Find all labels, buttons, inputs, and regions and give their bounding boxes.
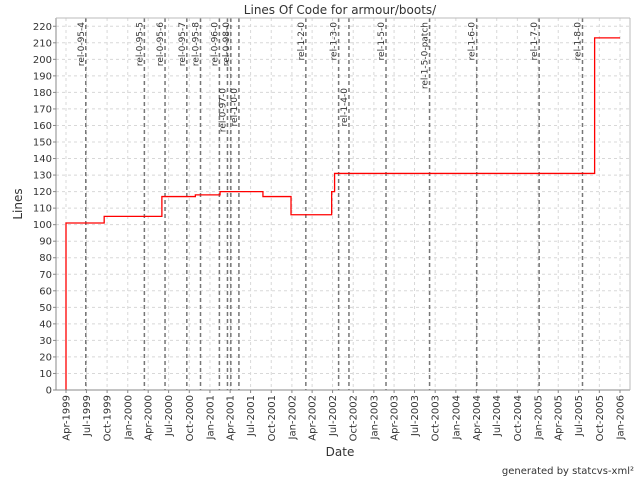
release-marker-label: rel-1-0-0 (230, 88, 240, 127)
y-axis-label: Lines (11, 188, 25, 219)
y-tick-label: 150 (33, 138, 52, 149)
y-tick-label: 220 (33, 22, 52, 33)
footer-credit: generated by statcvs-xml² (502, 466, 634, 477)
release-marker-label: rel-0-97-0 (218, 88, 228, 132)
y-tick-label: 0 (46, 386, 52, 397)
release-marker-label: rel-1-6-0 (468, 22, 478, 61)
x-tick-label: Oct-2005 (595, 395, 606, 441)
x-axis-label: Date (326, 445, 355, 459)
release-marker-label: rel-1-8-0 (573, 22, 583, 61)
x-tick-label: Jul-2000 (164, 395, 175, 437)
y-tick-label: 200 (33, 55, 52, 66)
x-tick-label: Apr-2004 (472, 395, 483, 441)
release-marker-label: rel-1-7-0 (530, 22, 540, 61)
y-tick-label: 90 (39, 237, 52, 248)
x-tick-label: Jul-1999 (82, 395, 93, 437)
x-tick-label: Apr-2000 (144, 395, 155, 441)
x-tick-label: Oct-2000 (185, 395, 196, 441)
x-tick-label: Jan-2000 (123, 395, 134, 440)
y-tick-label: 140 (33, 154, 52, 165)
x-tick-label: Apr-2005 (554, 395, 565, 441)
y-tick-label: 10 (39, 369, 52, 380)
x-tick-label: Apr-2002 (308, 395, 319, 441)
y-tick-label: 180 (33, 88, 52, 99)
release-marker-label: rel-0-95-4 (77, 22, 87, 66)
y-tick-label: 70 (39, 270, 52, 281)
plot-area (56, 18, 630, 390)
x-tick-label: Jan-2003 (369, 395, 380, 440)
y-tick-label: 80 (39, 253, 52, 264)
release-marker-label: rel-0-95-6 (156, 22, 166, 66)
x-tick-label: Oct-2003 (431, 395, 442, 441)
release-marker-label: rel-0-96-0 (210, 22, 220, 66)
x-tick-label: Jul-2003 (410, 395, 421, 437)
x-tick-label: Oct-2002 (349, 395, 360, 441)
y-tick-label: 20 (39, 352, 52, 363)
release-marker-label: rel-1-2-0 (297, 22, 307, 61)
release-marker-label: rel-1-4-0 (340, 88, 350, 127)
x-tick-label: Jan-2006 (616, 395, 627, 440)
x-tick-label: Jul-2001 (246, 395, 257, 437)
x-tick-label: Jan-2004 (451, 395, 462, 440)
release-marker-label: rel-0-98-0 (222, 22, 232, 66)
y-tick-label: 110 (33, 204, 52, 215)
x-tick-label: Jul-2004 (492, 395, 503, 437)
x-tick-label: Jan-2002 (287, 395, 298, 440)
y-tick-label: 60 (39, 286, 52, 297)
x-tick-label: Apr-1999 (62, 395, 73, 441)
y-tick-label: 100 (33, 220, 52, 231)
x-tick-label: Oct-2001 (267, 395, 278, 441)
release-marker-label: rel-0-95-8 (192, 22, 202, 66)
y-tick-label: 40 (39, 319, 52, 330)
y-tick-label: 190 (33, 71, 52, 82)
chart-title: Lines Of Code for armour/boots/ (244, 3, 437, 17)
y-tick-label: 50 (39, 303, 52, 314)
x-tick-label: Jan-2001 (205, 395, 216, 440)
x-tick-label: Jul-2002 (328, 395, 339, 437)
release-marker-label: rel-0-95-7 (178, 22, 188, 66)
x-tick-label: Apr-2003 (390, 395, 401, 441)
release-marker-label: rel-1-3-0 (330, 22, 340, 61)
release-marker-label: rel-1-5-0 (377, 22, 387, 61)
release-marker-label: rel-0-95-5 (135, 22, 145, 66)
y-tick-label: 170 (33, 104, 52, 115)
y-tick-label: 130 (33, 171, 52, 182)
y-tick-label: 120 (33, 187, 52, 198)
x-tick-label: Apr-2001 (226, 395, 237, 441)
x-tick-label: Jul-2005 (574, 395, 585, 437)
y-tick-label: 160 (33, 121, 52, 132)
y-tick-label: 210 (33, 38, 52, 49)
y-tick-label: 30 (39, 336, 52, 347)
release-marker-label: rel-1-5-0-patch (421, 22, 431, 89)
x-tick-label: Oct-1999 (103, 395, 114, 441)
x-tick-label: Jan-2005 (534, 395, 545, 440)
x-tick-label: Oct-2004 (513, 395, 524, 441)
